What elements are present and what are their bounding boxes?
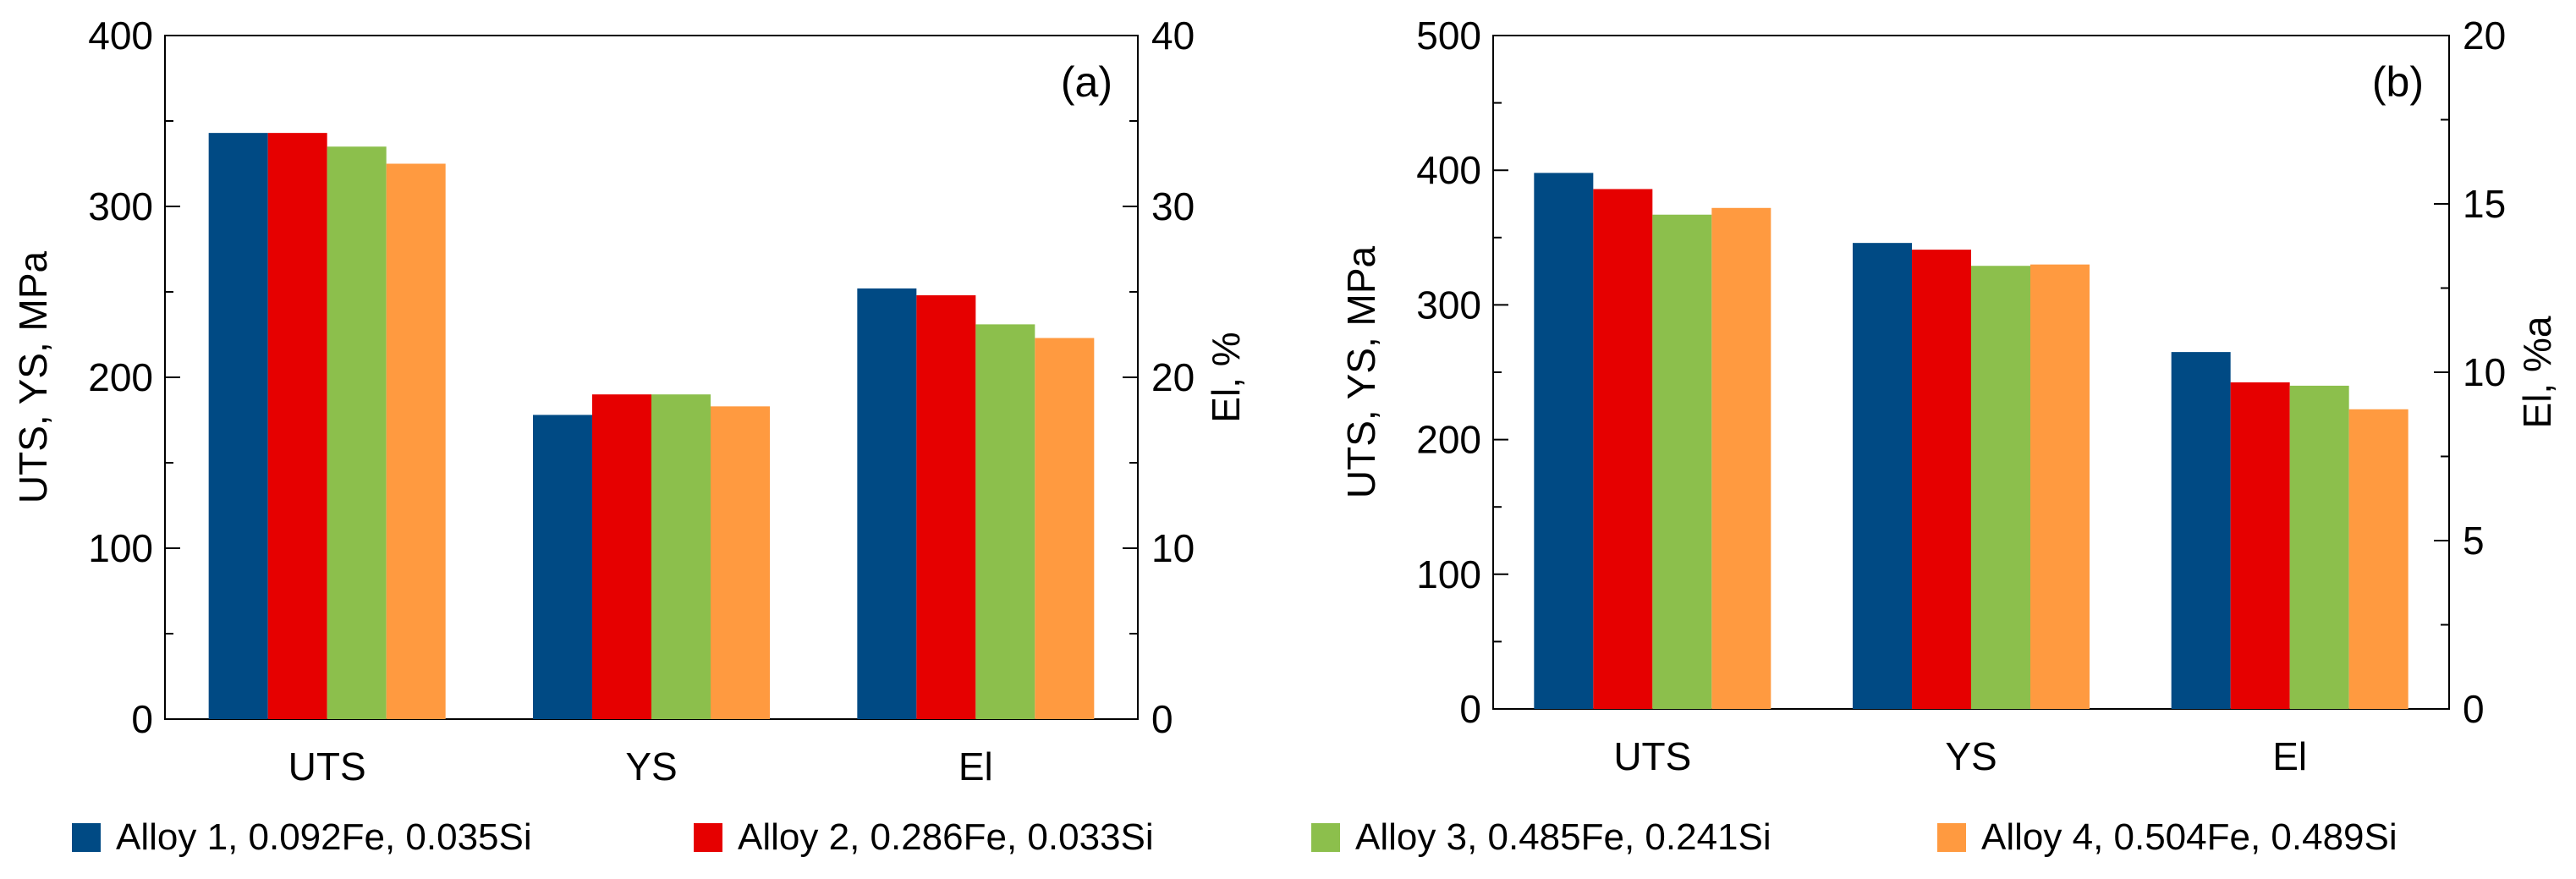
panel-a-bar-uts-alloy-4 (386, 163, 446, 719)
panel-b-left-tick-label: 500 (1416, 14, 1481, 58)
legend-swatch-alloy-3 (1311, 823, 1340, 852)
panel-a-bar-ys-alloy-2 (592, 394, 651, 719)
panel-b-bar-el-alloy-3 (2289, 385, 2349, 709)
panel-b-bar-el-alloy-2 (2230, 382, 2290, 709)
panel-b-left-tick-label: 0 (1459, 687, 1481, 731)
panel-b-right-tick-label: 5 (2463, 519, 2485, 563)
panel-b-left-tick-label: 400 (1416, 148, 1481, 192)
panel-b-right-axis-title: El, %a (2515, 316, 2559, 428)
panel-b-right-tick-label: 0 (2463, 687, 2485, 731)
panel-a-category-label-ys: YS (625, 744, 677, 788)
legend-label-alloy-2: Alloy 2, 0.286Fe, 0.033Si (738, 816, 1154, 858)
panel-a-right-tick-label: 0 (1151, 697, 1173, 741)
panel-b-right-tick-label: 20 (2463, 14, 2506, 58)
panel-b-left-tick-label: 100 (1416, 552, 1481, 596)
panel-a-left-tick-label: 0 (131, 697, 153, 741)
legend-label-alloy-3: Alloy 3, 0.485Fe, 0.241Si (1355, 816, 1771, 858)
legend-swatch-alloy-1 (72, 823, 101, 852)
panel-a-bar-el-alloy-1 (857, 288, 917, 719)
panel-b-bar-ys-alloy-4 (2030, 264, 2090, 709)
panel-b-bar-ys-alloy-3 (1971, 266, 2030, 709)
panel-a-right-tick-label: 30 (1151, 184, 1195, 228)
panel-b-category-label-el: El (2272, 734, 2307, 778)
panel-b-left-tick-label: 200 (1416, 418, 1481, 462)
panel-b-bar-ys-alloy-2 (1912, 250, 1971, 709)
panel-a-bar-el-alloy-2 (916, 295, 976, 719)
panel-a-bar-ys-alloy-4 (711, 406, 770, 719)
legend-label-alloy-4: Alloy 4, 0.504Fe, 0.489Si (1981, 816, 2397, 858)
panel-a-bar-el-alloy-4 (1035, 338, 1095, 719)
panel-a-left-axis-title: UTS, YS, MPa (11, 250, 55, 503)
panel-b-left-axis-title: UTS, YS, MPa (1339, 245, 1383, 498)
panel-b-right-tick-label: 15 (2463, 182, 2506, 226)
panel-a-right-tick-label: 20 (1151, 355, 1195, 399)
panel-b-left-tick-label: 300 (1416, 283, 1481, 327)
panel-b-category-label-ys: YS (1945, 734, 1997, 778)
panel-b-bar-uts-alloy-1 (1534, 173, 1594, 709)
panel-a-bar-uts-alloy-3 (327, 146, 387, 720)
panel-b-bar-uts-alloy-2 (1593, 189, 1653, 709)
panel-a-category-label-el: El (958, 744, 993, 788)
panel-b-bar-ys-alloy-1 (1853, 243, 1912, 710)
panel-a-category-label-uts: UTS (288, 744, 366, 788)
panel-a-left-tick-label: 200 (88, 355, 153, 399)
panel-a-right-tick-label: 10 (1151, 526, 1195, 570)
panel-a-bar-ys-alloy-1 (533, 415, 592, 719)
panel-a-right-tick-label: 40 (1151, 14, 1195, 58)
panel-b-category-label-uts: UTS (1613, 734, 1691, 778)
panel-b-panel-label: (b) (2372, 58, 2424, 106)
legend-item-alloy-2: Alloy 2, 0.286Fe, 0.033Si (694, 808, 1154, 867)
panel-a-bar-el-alloy-3 (975, 324, 1035, 719)
panel-b-bar-el-alloy-4 (2348, 409, 2408, 709)
panel-a-right-axis-title: El, % (1204, 332, 1248, 422)
legend-item-alloy-4: Alloy 4, 0.504Fe, 0.489Si (1937, 808, 2397, 867)
legend-item-alloy-3: Alloy 3, 0.485Fe, 0.241Si (1311, 808, 1771, 867)
legend-label-alloy-1: Alloy 1, 0.092Fe, 0.035Si (116, 816, 532, 858)
panel-a-bar-ys-alloy-3 (651, 394, 711, 719)
panel-a-bar-uts-alloy-2 (267, 133, 327, 719)
panel-b-right-tick-label: 10 (2463, 350, 2506, 394)
legend-item-alloy-1: Alloy 1, 0.092Fe, 0.035Si (72, 808, 532, 867)
legend-swatch-alloy-2 (694, 823, 722, 852)
panel-a-bar-uts-alloy-1 (208, 133, 268, 719)
legend: Alloy 1, 0.092Fe, 0.035Si Alloy 2, 0.286… (0, 808, 2576, 867)
panel-a-left-tick-label: 100 (88, 526, 153, 570)
panel-a-left-tick-label: 300 (88, 184, 153, 228)
panel-b-bar-uts-alloy-3 (1652, 214, 1712, 710)
panel-b-bar-uts-alloy-4 (1711, 207, 1771, 709)
panel-b-bar-el-alloy-1 (2171, 352, 2231, 709)
panel-a-left-tick-label: 400 (88, 14, 153, 58)
panel-a-panel-label: (a) (1061, 58, 1112, 106)
legend-swatch-alloy-4 (1937, 823, 1966, 852)
